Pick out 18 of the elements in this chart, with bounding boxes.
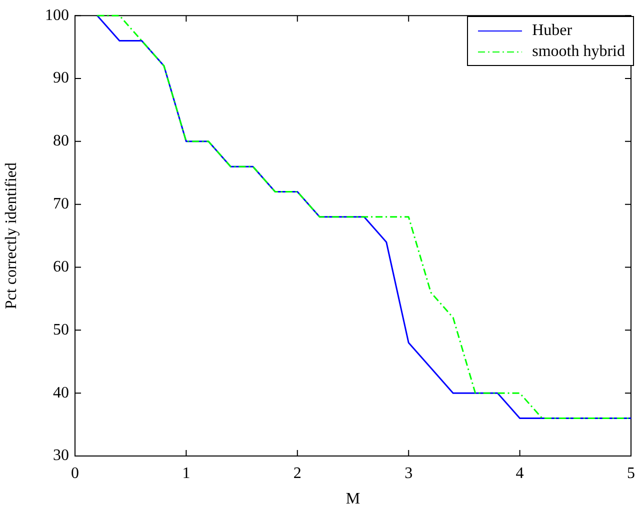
y-tick-label: 70 [53,196,69,213]
legend-label: Huber [532,21,572,41]
y-tick-label: 60 [53,258,69,276]
x-axis-title: M [346,490,360,508]
y-tick-label: 30 [53,447,69,464]
y-axis-title: Pct correctly identified [2,162,20,310]
y-tick-label: 80 [53,132,69,150]
y-tick-label: 50 [53,321,69,338]
legend-label: smooth hybrid [532,42,625,62]
y-tick-label: 40 [53,384,69,402]
y-tick-label: 90 [53,70,69,87]
x-tick-label: 3 [404,464,413,482]
y-tick-label: 100 [45,6,69,24]
x-tick-label: 5 [627,464,635,482]
x-tick-label: 4 [516,464,524,482]
x-tick-label: 0 [71,464,79,482]
x-tick-label: 1 [182,464,190,482]
x-tick-label: 2 [293,464,302,482]
